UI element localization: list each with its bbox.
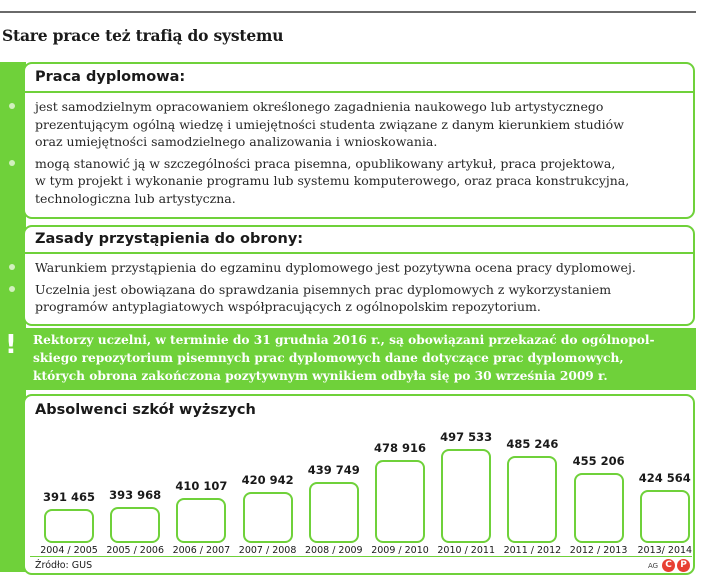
data-label: 497 533 — [440, 430, 493, 445]
bar — [573, 473, 624, 543]
bullet-icon — [9, 159, 15, 166]
copyright-logo-icon: C — [662, 559, 675, 572]
section-divider — [25, 91, 693, 93]
bullet-icon — [9, 285, 15, 292]
author-credit: AG — [648, 562, 659, 570]
bullet-line: prezentującym ogólną wiedzę i umiejętnoś… — [35, 116, 624, 132]
section-heading-thesis: Praca dyplomowa: — [35, 69, 186, 85]
bar — [44, 508, 94, 543]
top-rule — [0, 11, 696, 13]
data-label: 485 246 — [506, 437, 559, 452]
x-tick-label: 2005 / 2006 — [106, 545, 164, 556]
data-label: 420 942 — [241, 473, 294, 488]
data-label: 439 749 — [307, 462, 360, 477]
data-label: 455 206 — [572, 454, 625, 469]
x-tick-label: 2008 / 2009 — [305, 545, 363, 556]
section-heading-defense: Zasady przystąpienia do obrony: — [35, 231, 304, 247]
data-label: 424 564 — [638, 471, 691, 486]
bar — [441, 449, 492, 543]
bar — [507, 456, 558, 543]
bullet-icon — [9, 264, 15, 270]
x-tick-label: 2009 / 2010 — [371, 545, 429, 556]
source-note: Źródło: GUS — [35, 560, 93, 571]
bullet-line: w tym projekt i wykonanie programu lub s… — [35, 173, 630, 188]
section-defense-rules: Zasady przystąpienia do obrony: Warunkie… — [23, 225, 695, 326]
bar — [176, 498, 227, 543]
left-accent-strip — [0, 62, 26, 572]
notice-line: których obrona zakończona pozytywnym wyn… — [33, 369, 608, 383]
bullet-line: Warunkiem przystąpienia do egzaminu dypl… — [35, 260, 636, 275]
x-tick-label: 2006 / 2007 — [172, 545, 231, 556]
bar — [242, 492, 293, 543]
bullet-line: mogą stanowić ją w szczególności praca p… — [35, 155, 616, 171]
chart-title: Absolwenci szkół wyższych — [35, 402, 256, 418]
notice-line: skiego repozytorium pisemnych prac dyplo… — [33, 351, 624, 365]
notice-line: Rektorzy uczelni, w terminie do 31 grudn… — [33, 333, 655, 347]
bullet-icon — [9, 103, 15, 109]
data-label: 391 465 — [42, 489, 95, 504]
x-tick-label: 2004 / 2005 — [40, 545, 98, 556]
bullet-line: oraz umiejętności samodzielnego analizow… — [35, 134, 438, 149]
section-thesis-definition: Praca dyplomowa: jest samodzielnym oprac… — [23, 62, 695, 219]
x-tick-label: 2012 / 2013 — [569, 545, 628, 556]
bullet-line: jest samodzielnym opracowaniem określone… — [35, 99, 604, 114]
data-label: 393 968 — [109, 488, 162, 503]
section-divider — [25, 252, 693, 254]
graduates-chart: Absolwenci szkół wyższych Źródło: GUS AG… — [23, 394, 695, 575]
bar — [308, 481, 359, 543]
notice-banner: ! Rektorzy uczelni, w terminie do 31 gru… — [0, 328, 696, 390]
page-title: Stare prace też trafią do systemu — [2, 26, 284, 45]
data-label: 478 916 — [373, 440, 426, 455]
bar — [375, 459, 425, 543]
chart-baseline — [30, 556, 692, 557]
bullet-line: programów antyplagiatowych współpracując… — [35, 299, 541, 314]
bar — [110, 507, 161, 543]
x-tick-label: 2013/ 2014 — [637, 545, 693, 556]
exclamation-icon: ! — [5, 330, 17, 360]
bullet-line: technologiczna lub artystyczna. — [35, 190, 236, 206]
x-tick-label: 2010 / 2011 — [437, 545, 495, 556]
bar — [639, 490, 690, 543]
x-tick-label: 2007 / 2008 — [238, 545, 297, 556]
bullet-line: Uczelnia jest obowiązana do sprawdzania … — [35, 281, 612, 297]
data-label: 410 107 — [175, 479, 228, 494]
press-logo-icon: P — [677, 559, 690, 572]
x-tick-label: 2011 / 2012 — [503, 545, 562, 556]
